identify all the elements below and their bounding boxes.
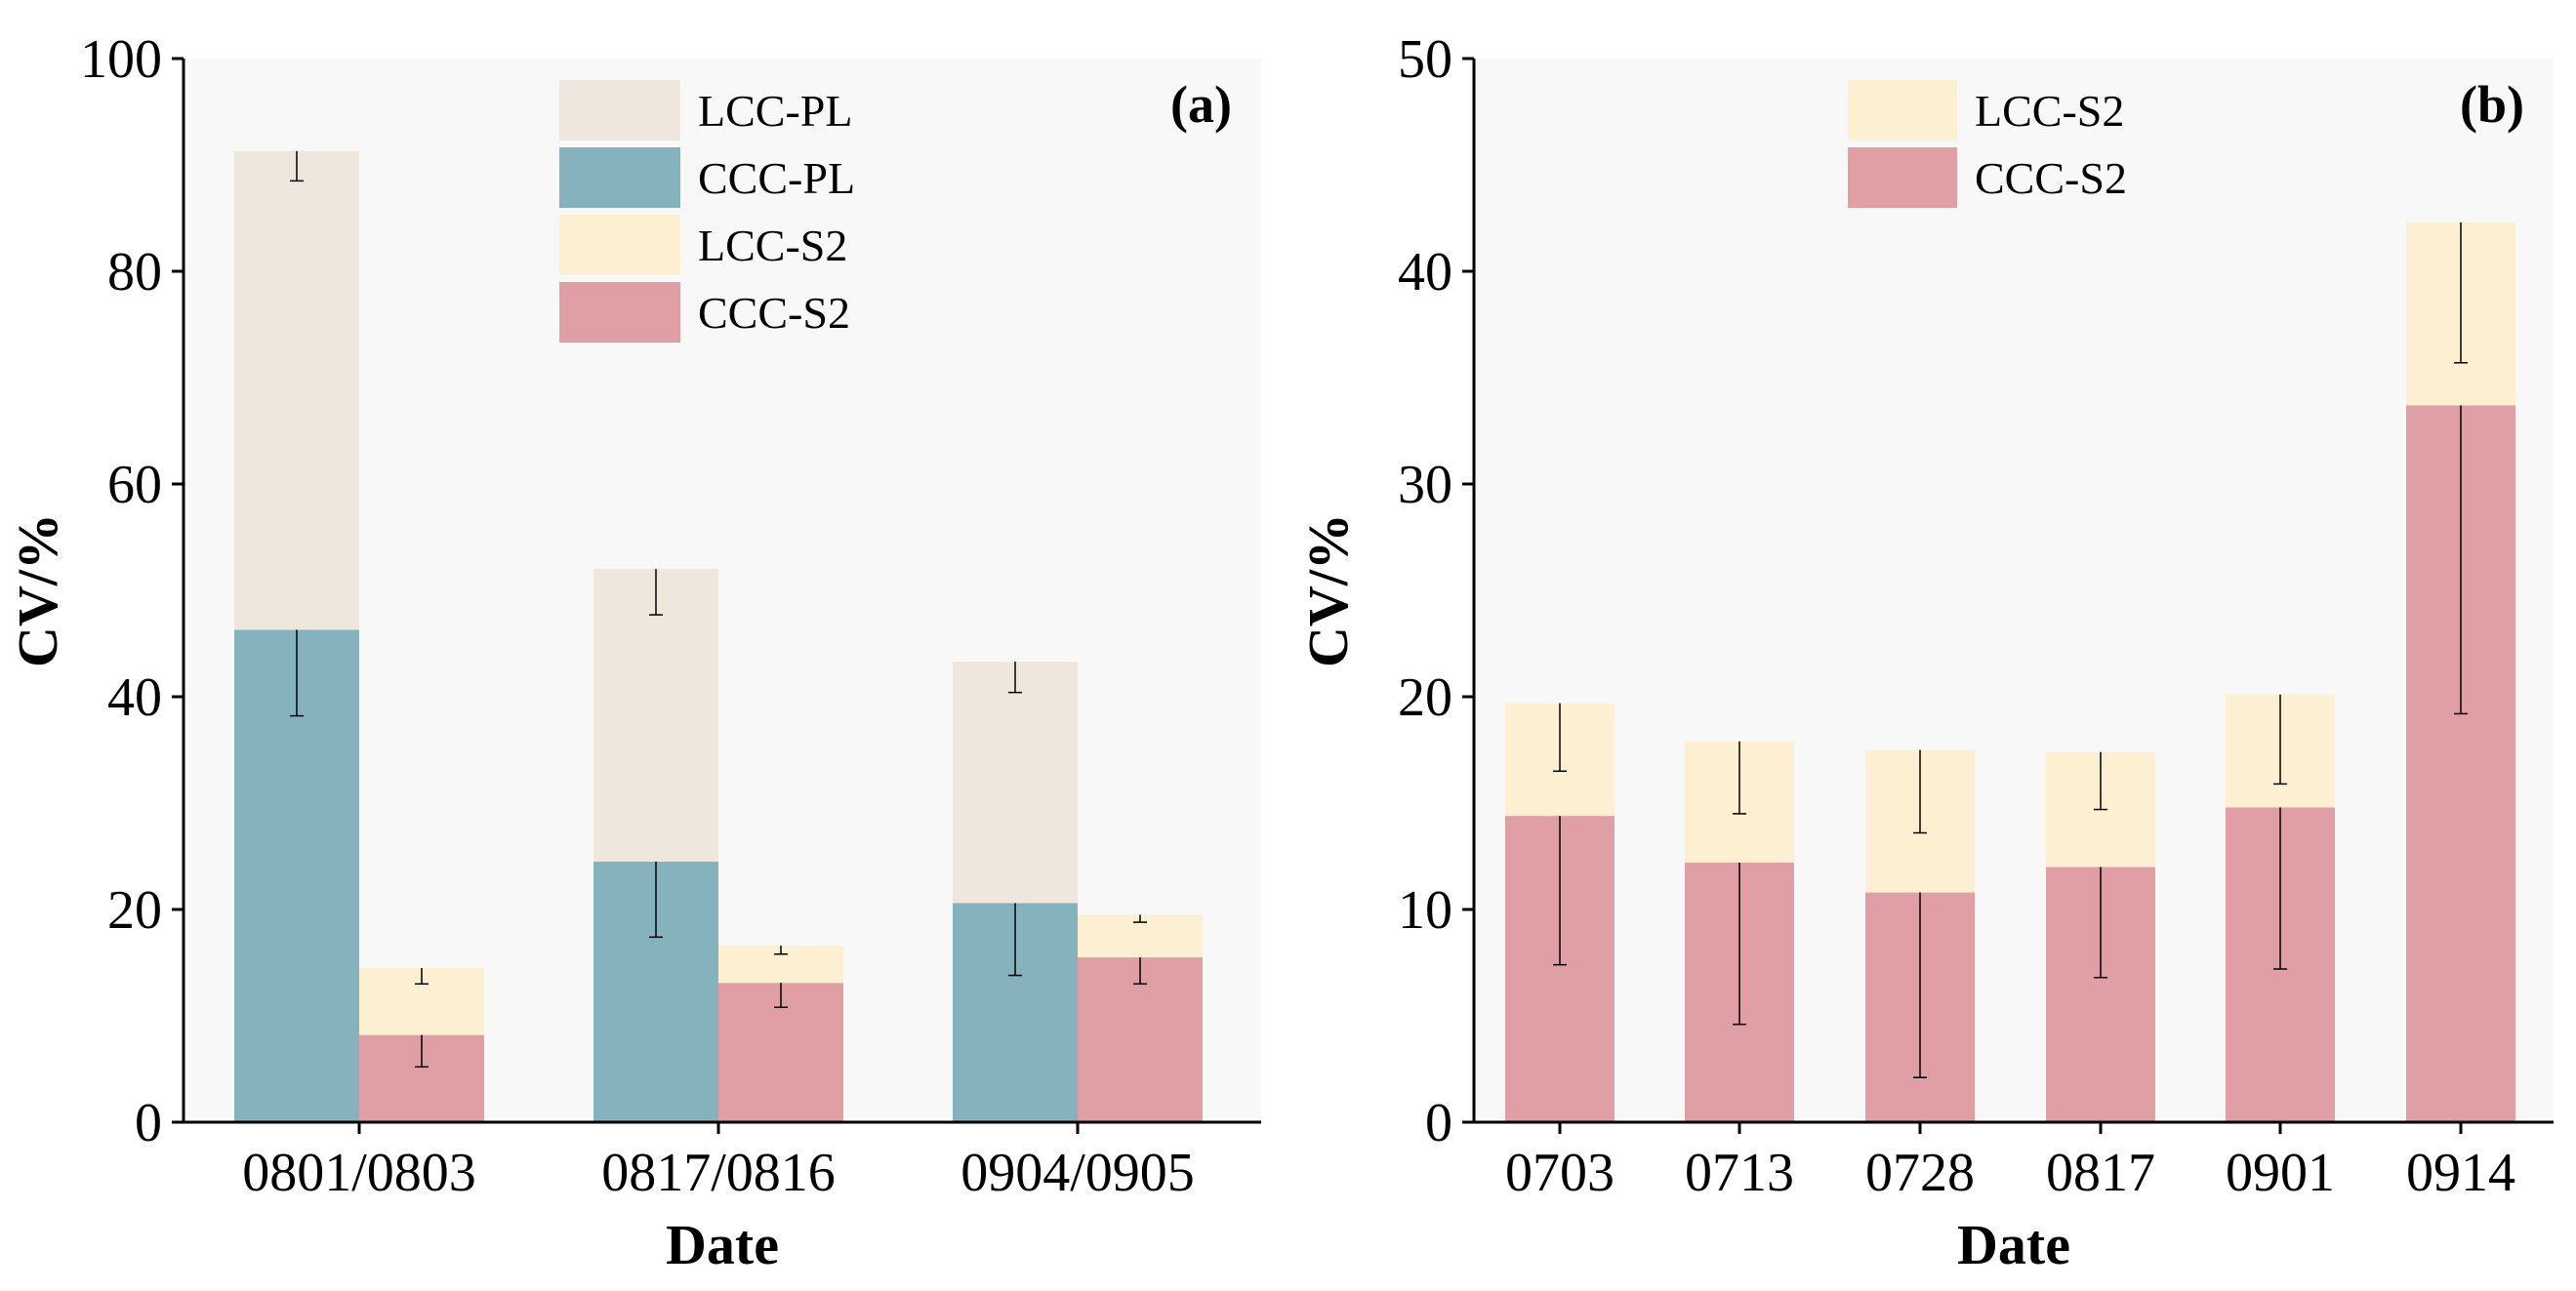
legend-swatch-ccc-pl <box>559 147 680 208</box>
legend-swatch-lcc-s2 <box>1848 80 1957 141</box>
y-tick-label: 40 <box>1398 242 1452 303</box>
y-tick-label: 0 <box>1425 1093 1452 1153</box>
bar-ccc-s2-0904-0905 <box>1078 957 1203 1122</box>
legend-label-lcc-s2: LCC-S2 <box>698 221 847 270</box>
x-tick-label: 0801/0803 <box>242 1143 476 1203</box>
legend-label-ccc-s2: CCC-S2 <box>698 288 850 338</box>
x-tick-label: 0817 <box>2046 1143 2155 1203</box>
bar-lcc-pl-0801-0803 <box>234 150 359 630</box>
x-tick-label: 0904/0905 <box>961 1143 1195 1203</box>
x-tick-label: 0914 <box>2406 1143 2515 1203</box>
x-tick-label: 0713 <box>1685 1143 1794 1203</box>
legend-label-lcc-pl: LCC-PL <box>698 86 852 136</box>
y-axis-title: CV/% <box>1296 513 1360 667</box>
y-tick-label: 60 <box>107 455 162 515</box>
x-axis-title: Date <box>666 1213 779 1276</box>
x-axis-title: Date <box>1957 1213 2070 1276</box>
bar-lcc-pl-0904-0905 <box>953 662 1078 904</box>
panel-b: 0703 0713 0728 0817 0901 0914 0 10 20 30 40 50 Date C… <box>1296 29 2554 1276</box>
y-tick-label: 80 <box>107 242 162 303</box>
legend-swatch-ccc-s2 <box>1848 147 1957 208</box>
y-tick-label: 50 <box>1398 29 1452 90</box>
y-tick-label: 20 <box>1398 667 1452 728</box>
legend-label-ccc-pl: CCC-PL <box>698 153 855 203</box>
y-tick-label: 10 <box>1398 880 1452 941</box>
legend-label-lcc-s2: LCC-S2 <box>1975 86 2124 136</box>
legend-swatch-lcc-pl <box>559 80 680 141</box>
y-axis-title: CV/% <box>6 513 69 667</box>
y-tick-label: 30 <box>1398 455 1452 515</box>
panel-label: (a) <box>1170 75 1232 134</box>
bar-lcc-pl-0817-0816 <box>593 569 718 862</box>
x-tick-label: 0901 <box>2226 1143 2335 1203</box>
legend-swatch-ccc-s2 <box>559 282 680 343</box>
plot-area <box>1474 59 2554 1122</box>
y-tick-label: 100 <box>80 29 162 90</box>
y-tick-label: 0 <box>135 1093 162 1153</box>
panel-label: (b) <box>2460 75 2524 134</box>
x-tick-label: 0703 <box>1505 1143 1615 1203</box>
x-tick-label: 0817/0816 <box>601 1143 836 1203</box>
panel-a: 0801/0803 0817/0816 0904/0905 0 20 40 60 80 100 D… <box>6 29 1261 1276</box>
x-tick-label: 0728 <box>1865 1143 1975 1203</box>
y-tick-label: 40 <box>107 667 162 728</box>
legend-swatch-lcc-s2 <box>559 215 680 275</box>
y-tick-label: 20 <box>107 880 162 941</box>
legend-label-ccc-s2: CCC-S2 <box>1975 153 2127 203</box>
